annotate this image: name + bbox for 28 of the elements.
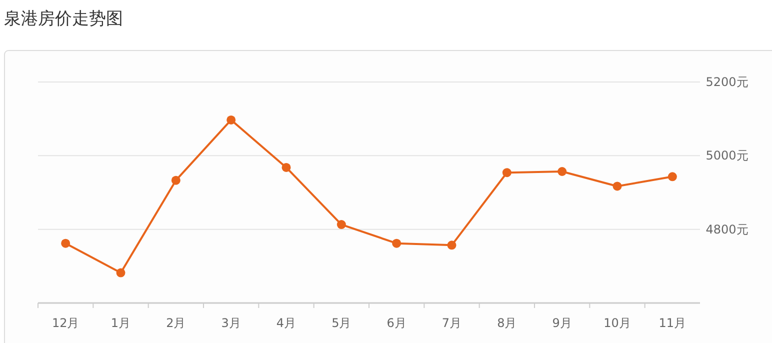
point	[612, 182, 622, 191]
x-tick-label: 6月	[386, 316, 406, 330]
x-tick-label: 7月	[442, 316, 462, 330]
point	[282, 162, 291, 172]
point	[502, 168, 512, 178]
point	[447, 240, 456, 250]
point	[558, 167, 567, 176]
x-tick-label: 3月	[221, 316, 241, 330]
x-tick-label: 5月	[332, 316, 352, 330]
y-tick-label: 5000元	[706, 148, 748, 163]
point	[116, 268, 126, 278]
x-tick-label: 11月	[658, 316, 686, 330]
x-tick-label: 2月	[166, 316, 186, 330]
x-tick-label: 10月	[604, 316, 631, 330]
y-tick-label: 4800元	[706, 222, 748, 236]
point	[61, 238, 70, 248]
x-tick-label: 12月	[52, 316, 80, 330]
point	[171, 176, 180, 185]
point	[336, 220, 346, 230]
y-tick-label: 5200元	[706, 75, 748, 89]
point	[668, 172, 677, 182]
x-tick-label: 4月	[276, 316, 296, 330]
x-tick-label: 9月	[552, 316, 572, 330]
point	[226, 115, 236, 124]
point	[392, 238, 402, 248]
x-tick-label: 1月	[110, 316, 131, 330]
chart-title: 泉港房价走势图	[4, 9, 123, 29]
x-tick-label: 8月	[497, 316, 517, 330]
